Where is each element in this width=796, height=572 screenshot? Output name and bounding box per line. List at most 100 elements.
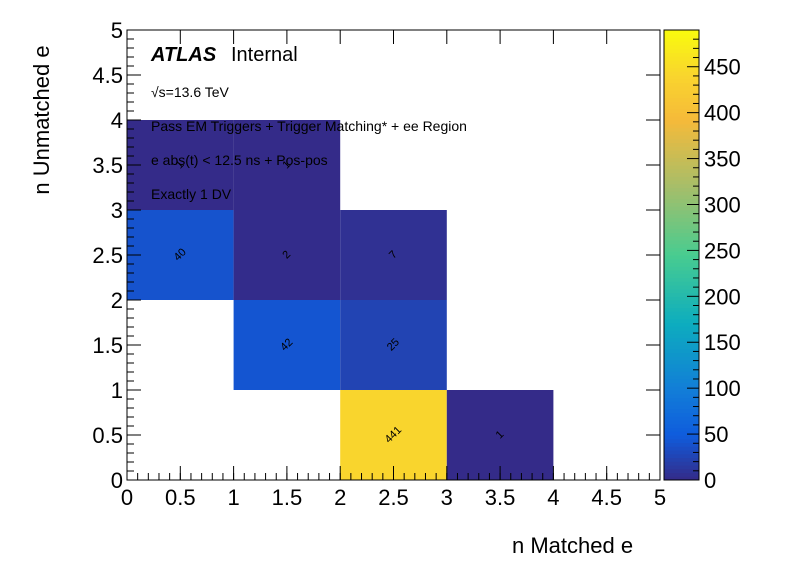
colorbar-segment (664, 423, 699, 428)
y-tick-label: 2.5 (92, 243, 123, 268)
colorbar-segment (664, 449, 699, 455)
colorbar-segment (664, 445, 699, 451)
colorbar-segment (664, 419, 699, 425)
colorbar-segment (664, 359, 699, 365)
colorbar-segment (664, 134, 699, 140)
colorbar-segment (664, 374, 699, 380)
colorbar-segment (664, 344, 699, 350)
colorbar-segment (664, 292, 699, 297)
heatmap-cells (127, 120, 554, 480)
colorbar-segment (664, 475, 699, 481)
colorbar-segment (664, 355, 699, 361)
colorbar-segment (664, 119, 699, 125)
y-tick-label: 5 (111, 18, 123, 43)
colorbar-segment (664, 378, 699, 383)
heatmap-cell (233, 210, 341, 300)
x-tick-label: 2 (334, 485, 346, 510)
colorbar-segment (664, 157, 699, 162)
colorbar-segment (664, 370, 699, 376)
colorbar-segment (664, 224, 699, 230)
y-tick-label: 2 (111, 288, 123, 313)
x-tick-label: 3.5 (485, 485, 516, 510)
colorbar-tick-label: 250 (704, 238, 741, 263)
colorbar-tick-label: 100 (704, 376, 741, 401)
colorbar-tick-label: 0 (704, 468, 716, 493)
y-tick-label: 0 (111, 468, 123, 493)
colorbar-segment (664, 258, 699, 263)
timing-label: e abs(t) < 12.5 ns + Pos-pos (151, 152, 328, 168)
colorbar-segment (664, 213, 699, 218)
colorbar-segment (664, 352, 699, 357)
colorbar-segment (664, 239, 699, 245)
colorbar-segment (664, 70, 699, 76)
colorbar-segment (664, 247, 699, 252)
atlas-label: ATLAS Internal (150, 44, 298, 66)
colorbar-segment (664, 153, 699, 158)
colorbar-segment (664, 44, 699, 50)
colorbar-tick-label: 50 (704, 422, 728, 447)
x-tick-label: 4 (547, 485, 559, 510)
colorbar-segment (664, 112, 699, 117)
colorbar-segment (664, 389, 699, 395)
colorbar-segment (664, 284, 699, 290)
heatmap-cell (233, 120, 341, 210)
atlas-label-bold: ATLAS (150, 44, 217, 66)
colorbar-segment (664, 93, 699, 98)
heatmap-cell (127, 210, 234, 300)
colorbar-segment (664, 145, 699, 151)
colorbar-segment (664, 63, 699, 68)
colorbar-segment (664, 243, 699, 248)
colorbar-segment (664, 468, 699, 473)
colorbar-segment (664, 265, 699, 271)
colorbar-segment (664, 198, 699, 203)
colorbar-segment (664, 363, 699, 368)
heatmap-cell (127, 120, 234, 210)
colorbar-segment (664, 59, 699, 65)
colorbar-segment (664, 164, 699, 170)
x-tick-label: 1.5 (272, 485, 303, 510)
colorbar-frame (663, 29, 700, 481)
colorbar-segment (664, 299, 699, 305)
colorbar-segment (664, 209, 699, 215)
colorbar-segment (664, 33, 699, 38)
colorbar-segment (664, 460, 699, 466)
colorbar-segment (664, 82, 699, 87)
colorbar-segment (664, 127, 699, 132)
colorbar-segment (664, 228, 699, 233)
colorbar-segment (664, 318, 699, 323)
x-tick-label: 1 (227, 485, 239, 510)
colorbar-segment (664, 385, 699, 391)
colorbar-segment (664, 273, 699, 278)
y-tick-label: 3.5 (92, 153, 123, 178)
colorbar-tick-label: 350 (704, 147, 741, 172)
colorbar-segment (664, 427, 699, 432)
y-tick-label: 4.5 (92, 63, 123, 88)
x-tick-label: 4.5 (591, 485, 622, 510)
colorbar-segment (664, 172, 699, 177)
colorbar-segment (664, 325, 699, 331)
colorbar: 0 50 100 150 200 250 300 350 400 450 (663, 29, 741, 493)
x-tick-label: 0.5 (165, 485, 196, 510)
colorbar-segment (664, 404, 699, 410)
y-tick-label: 4 (111, 108, 123, 133)
heatmap-cell (446, 390, 554, 480)
colorbar-segment (664, 262, 699, 267)
colorbar-segment (664, 453, 699, 458)
colorbar-segment (664, 149, 699, 155)
selection-label: Pass EM Triggers + Trigger Matching* + e… (151, 118, 467, 134)
colorbar-segment (664, 37, 699, 42)
y-tick-label: 1 (111, 378, 123, 403)
x-tick-label: 3 (441, 485, 453, 510)
colorbar-segment (664, 250, 699, 256)
colorbar-segment (664, 277, 699, 282)
y-axis-title: n Unmatched e (29, 45, 54, 195)
colorbar-tick-label: 150 (704, 330, 741, 355)
heatmap-cell (340, 300, 447, 390)
colorbar-segment (664, 78, 699, 83)
heatmap-cell (340, 390, 447, 480)
y-tick-label: 1.5 (92, 333, 123, 358)
colorbar-segment (664, 314, 699, 320)
colorbar-segment (664, 85, 699, 91)
colorbar-segment (664, 74, 699, 80)
